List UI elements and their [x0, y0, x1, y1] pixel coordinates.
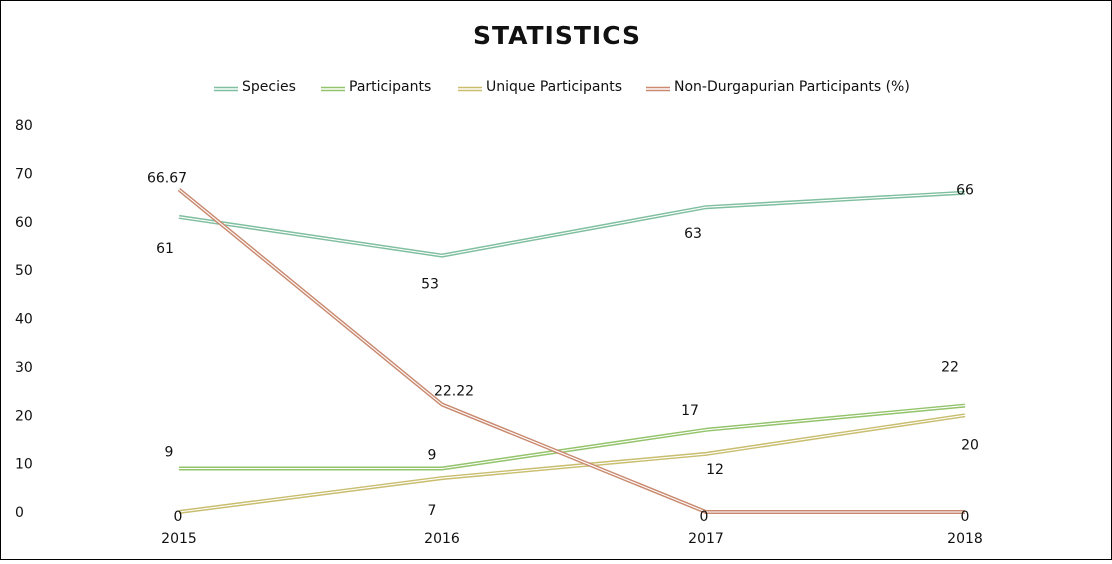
x-tick-label: 2015 — [161, 531, 197, 547]
data-label-participants: 9 — [165, 444, 174, 460]
y-axis: 0 10 20 30 40 50 60 70 80 — [15, 118, 33, 521]
legend-label: Unique Participants — [486, 79, 622, 95]
data-label-unique-participants: 12 — [706, 462, 724, 478]
x-tick-label: 2016 — [424, 531, 460, 547]
legend: Species Participants Unique Participants No… — [214, 79, 910, 95]
y-tick-label: 50 — [15, 263, 33, 279]
chart-title: STATISTICS — [473, 21, 641, 50]
series-line — [178, 413, 966, 514]
legend-item-participants: Participants — [321, 79, 431, 95]
x-tick-label: 2017 — [688, 531, 724, 547]
data-label-non-durgapurian-participants: 0 — [961, 509, 970, 525]
y-tick-label: 20 — [15, 408, 33, 424]
series-line — [178, 190, 966, 258]
series-line-highlight — [179, 405, 966, 470]
legend-label: Non-Durgapurian Participants (%) — [674, 79, 910, 95]
series-line — [177, 187, 965, 514]
data-labels: 61 53 63 66 9 9 17 22 0 7 12 20 66.67 22.22 0 0 — [147, 170, 979, 525]
y-tick-label: 0 — [15, 505, 24, 521]
series-line-highlight — [178, 189, 965, 513]
data-label-species: 61 — [156, 241, 174, 257]
data-label-species: 66 — [956, 183, 974, 199]
data-label-participants: 9 — [428, 447, 437, 463]
data-label-non-durgapurian-participants: 66.67 — [147, 170, 187, 186]
data-label-species: 53 — [421, 277, 439, 293]
series-line-highlight — [178, 192, 966, 257]
series-unique-participants — [178, 413, 966, 514]
legend-item-species: Species — [214, 79, 296, 95]
y-tick-label: 10 — [15, 457, 33, 473]
legend-item-unique-participants: Unique Participants — [458, 79, 622, 95]
data-label-non-durgapurian-participants: 0 — [700, 509, 709, 525]
data-label-non-durgapurian-participants: 22.22 — [434, 384, 474, 400]
y-tick-label: 70 — [15, 166, 33, 182]
data-label-unique-participants: 0 — [174, 509, 183, 525]
data-label-participants: 22 — [941, 360, 959, 376]
series-lines — [177, 187, 966, 514]
series-line-highlight — [178, 414, 966, 513]
data-label-species: 63 — [684, 226, 702, 242]
legend-item-non-durgapurian-participants: Non-Durgapurian Participants (%) — [646, 79, 910, 95]
y-tick-label: 40 — [15, 312, 33, 328]
x-tick-label: 2018 — [947, 531, 983, 547]
series-participants — [179, 403, 966, 471]
x-axis: 2015 2016 2017 2018 — [161, 531, 983, 547]
legend-label: Participants — [349, 79, 431, 95]
legend-label: Species — [242, 79, 296, 95]
series-species — [178, 190, 966, 258]
series-non-durgapurian-participants — [177, 187, 965, 514]
y-tick-label: 30 — [15, 360, 33, 376]
data-label-participants: 17 — [681, 403, 699, 419]
data-label-unique-participants: 7 — [428, 503, 437, 519]
y-tick-label: 80 — [15, 118, 33, 134]
y-tick-label: 60 — [15, 215, 33, 231]
data-label-unique-participants: 20 — [961, 437, 979, 453]
